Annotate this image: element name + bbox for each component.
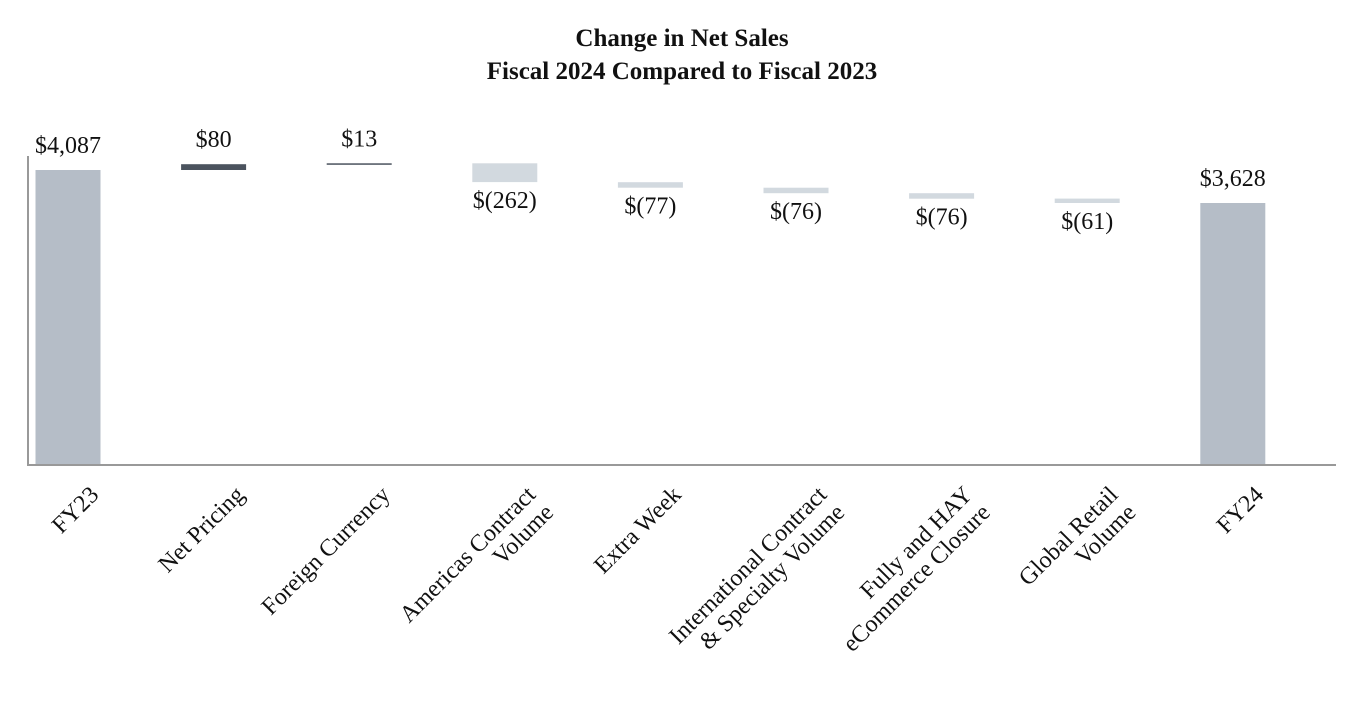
chart-title-line-1: Change in Net Sales	[575, 25, 788, 52]
category-label-8: FY24	[1212, 482, 1269, 539]
value-label-3: $(262)	[473, 188, 537, 214]
category-labels-group: FY23 Net Pricing Foreign Currency Americas …	[47, 482, 1269, 668]
bar-7	[1054, 198, 1120, 203]
category-label-3: Americas ContractVolume	[395, 482, 559, 646]
value-label-2: $13	[341, 126, 377, 152]
category-label-6: Fully and HAYeCommerce Closure	[820, 482, 995, 657]
bar-3	[472, 163, 538, 183]
value-label-8: $3,628	[1200, 166, 1266, 192]
bar-1	[181, 164, 247, 170]
value-label-4: $(77)	[624, 194, 676, 220]
value-label-0: $4,087	[35, 133, 101, 159]
category-label-4: Extra Week	[589, 482, 686, 579]
chart-title: Change in Net Sales Fiscal 2024 Compared…	[487, 25, 877, 85]
bar-4	[617, 182, 683, 188]
category-label-5: International Contract& Specialty Volume	[664, 482, 850, 668]
category-label-2: Foreign Currency	[257, 482, 396, 621]
bar-5	[763, 187, 829, 194]
bar-8	[1200, 203, 1266, 464]
category-label-1: Net Pricing	[154, 482, 250, 578]
bar-2	[326, 163, 392, 165]
value-label-5: $(76)	[770, 199, 822, 225]
value-label-7: $(61)	[1061, 209, 1113, 235]
value-labels-group: $4,087 $80 $13 $(262) $(77) $(76) $(76) $(61) $3…	[35, 126, 1266, 235]
value-label-1: $80	[196, 127, 232, 153]
chart-title-line-2: Fiscal 2024 Compared to Fiscal 2023	[487, 58, 877, 85]
bars-group	[35, 163, 1266, 464]
axes-group	[27, 156, 1336, 466]
bar-6	[909, 193, 975, 199]
category-label-0: FY23	[47, 482, 104, 539]
value-label-6: $(76)	[916, 205, 968, 231]
bar-0	[35, 170, 101, 464]
category-label-7: Global RetailVolume	[1014, 482, 1141, 609]
